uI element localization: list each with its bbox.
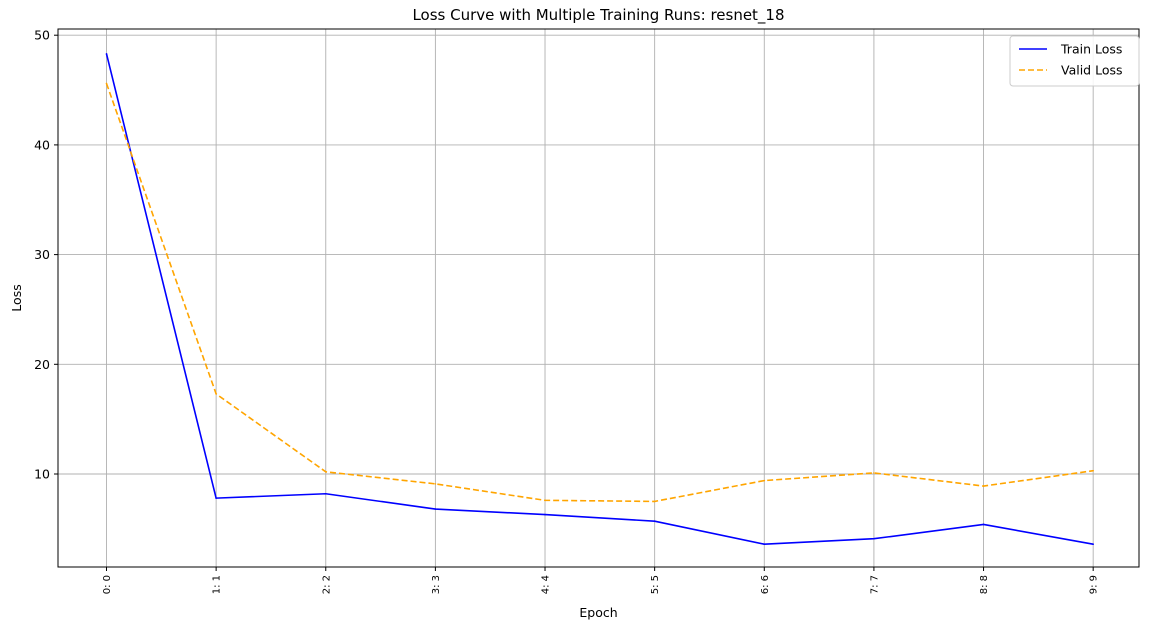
x-axis-label: Epoch	[579, 605, 617, 620]
x-tick-label: 5: 5	[650, 575, 661, 594]
x-tick-label: 8: 8	[979, 575, 990, 594]
y-tick-label: 40	[34, 137, 50, 152]
valid-loss-point	[324, 471, 327, 473]
valid-loss-point	[434, 483, 437, 485]
y-tick-label: 50	[34, 28, 50, 43]
train-loss-point	[1092, 543, 1094, 546]
chart-title: Loss Curve with Multiple Training Runs: …	[412, 6, 784, 25]
valid-loss-point	[215, 393, 217, 395]
x-tick-label: 7: 7	[869, 575, 880, 594]
legend-label: Valid Loss	[1061, 63, 1123, 78]
train-loss-point	[324, 492, 327, 495]
train-loss-point	[105, 53, 108, 55]
valid-loss-point	[763, 479, 766, 482]
valid-loss-line	[105, 83, 1094, 503]
y-axis: 10 20 30 40 50	[34, 28, 58, 482]
train-loss-point	[215, 497, 217, 499]
train-loss-point	[763, 543, 766, 546]
x-tick-label: 0: 0	[102, 575, 113, 594]
x-tick-label: 4: 4	[541, 575, 552, 594]
plot-frame	[57, 28, 1140, 568]
x-tick-label: 9: 9	[1089, 575, 1100, 594]
y-tick-label: 10	[34, 467, 50, 482]
train-loss-point	[982, 523, 985, 526]
valid-loss-point	[653, 500, 656, 503]
x-tick-label: 6: 6	[760, 575, 771, 594]
train-loss-point	[434, 508, 437, 510]
legend: Train Loss Valid Loss	[1009, 35, 1140, 87]
x-axis: 0: 0 1: 1 2: 2 3: 3 4: 4 5: 5 6: 6 7: 7 8: 8 9: 9	[102, 567, 1100, 594]
series-lines	[105, 53, 1094, 546]
x-tick-label: 3: 3	[431, 575, 442, 594]
valid-loss-point	[1092, 469, 1094, 472]
y-tick-label: 30	[34, 247, 50, 262]
legend-label: Train Loss	[1060, 42, 1122, 57]
train-loss-point	[653, 520, 656, 522]
valid-loss-point	[105, 82, 108, 85]
train-loss-line	[105, 53, 1094, 546]
valid-loss-point	[873, 472, 875, 474]
valid-loss-point	[544, 499, 546, 502]
y-axis-label: Loss	[9, 284, 24, 311]
valid-loss-point	[982, 485, 985, 487]
x-tick-label: 1: 1	[212, 575, 223, 594]
grid-lines	[58, 29, 1139, 567]
train-loss-point	[544, 513, 546, 516]
train-loss-point	[873, 537, 875, 540]
y-tick-label: 20	[34, 357, 50, 372]
x-tick-label: 2: 2	[321, 575, 332, 594]
